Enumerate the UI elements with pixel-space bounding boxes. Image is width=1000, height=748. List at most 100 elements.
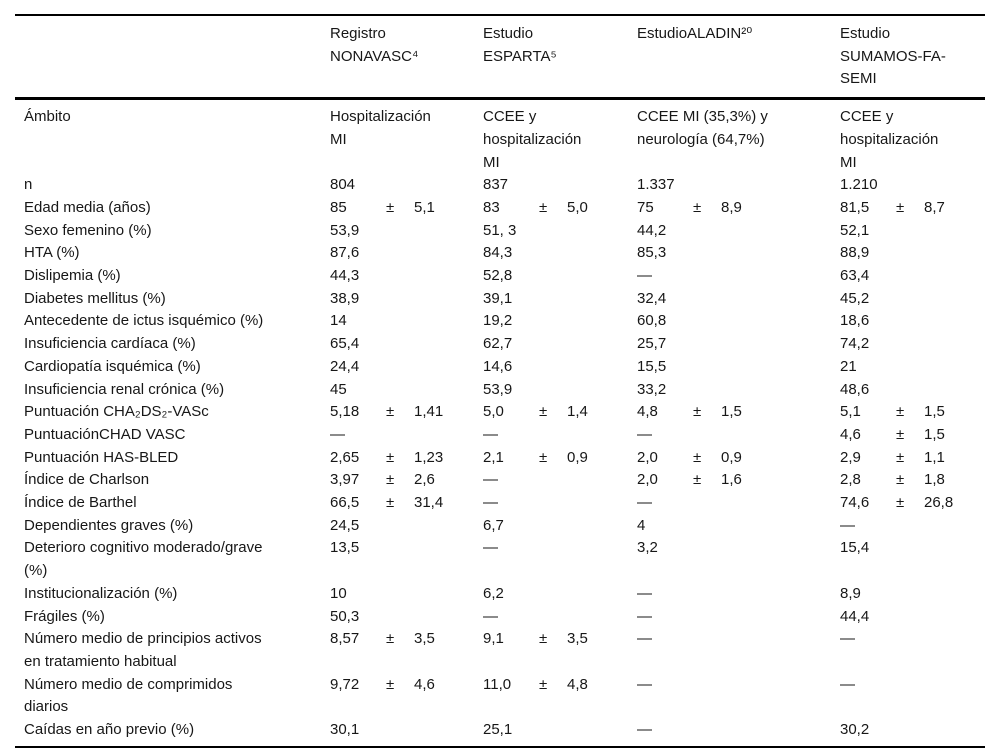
cell: CCEE y hospitalización MI bbox=[840, 108, 939, 171]
table-row: Ámbito Hospitalización MI CCEE y hospita… bbox=[24, 106, 985, 174]
cell: 62,7 bbox=[483, 335, 513, 353]
plus-minus-sign: ± bbox=[693, 403, 702, 421]
cell: — bbox=[637, 721, 652, 739]
cell: 39,1 bbox=[483, 289, 513, 307]
row-label: n bbox=[24, 176, 33, 194]
cell: 85,3 bbox=[637, 244, 667, 262]
mean-value: 2,0 bbox=[637, 471, 658, 489]
column-header-estudio-sumamos-fa-semi: Estudio SUMAMOS-FA-SEMI bbox=[840, 25, 946, 88]
row-label: Dislipemia (%) bbox=[24, 267, 121, 285]
sd-value: 4,6 bbox=[414, 675, 435, 693]
cell: 66,5 ±31,4 bbox=[330, 492, 483, 515]
cell: 30,2 bbox=[840, 721, 870, 739]
cell: 24,4 bbox=[330, 357, 360, 375]
plus-minus-sign: ± bbox=[386, 448, 395, 466]
plus-minus-sign: ± bbox=[539, 403, 548, 421]
cell: — bbox=[637, 630, 652, 648]
comparison-table: Registro NONAVASC⁴ Estudio ESPARTA⁵ Estu… bbox=[15, 14, 985, 748]
cell: — bbox=[840, 675, 855, 693]
row-label: Índice de Charlson bbox=[24, 471, 150, 489]
table-row: Edad media (años) 85 ±5,1 83 ±5,0 75 ±8,9 8… bbox=[24, 197, 985, 220]
row-label: Insuficiencia cardíaca (%) bbox=[24, 335, 196, 353]
mean-value: 11,0 bbox=[483, 675, 512, 693]
sd-value: 1,1 bbox=[924, 448, 945, 466]
mean-value: 5,0 bbox=[483, 403, 504, 421]
column-header-registro-nonavasc: Registro NONAVASC⁴ bbox=[330, 25, 419, 65]
mean-value: 2,0 bbox=[637, 448, 658, 466]
sd-value: 5,0 bbox=[567, 198, 588, 216]
cell: 9,72 ±4,6 bbox=[330, 674, 483, 697]
row-label: Sexo femenino (%) bbox=[24, 221, 152, 239]
plus-minus-sign: ± bbox=[386, 630, 395, 648]
sd-value: 3,5 bbox=[567, 630, 588, 648]
row-label: Institucionalización (%) bbox=[24, 584, 178, 602]
cell: 3,2 bbox=[637, 539, 658, 557]
table-row: Puntuación HAS-BLED 2,65 ±1,23 2,1 ±0,9 2,… bbox=[24, 447, 985, 470]
cell: 60,8 bbox=[637, 312, 667, 330]
sd-value: 1,5 bbox=[924, 425, 945, 443]
cell: 4,6 ±1,5 bbox=[840, 424, 985, 447]
sd-value: 31,4 bbox=[414, 494, 444, 512]
cell: — bbox=[637, 494, 652, 512]
cell: — bbox=[483, 494, 498, 512]
row-label: Índice de Barthel bbox=[24, 494, 137, 512]
cell: 84,3 bbox=[483, 244, 513, 262]
cell: 5,18 ±1,41 bbox=[330, 401, 483, 424]
cell: — bbox=[637, 675, 652, 693]
row-label: Puntuación HAS-BLED bbox=[24, 448, 179, 466]
cell: 2,0 ±0,9 bbox=[637, 447, 840, 470]
cell: 83 ±5,0 bbox=[483, 197, 637, 220]
cell: — bbox=[637, 584, 652, 602]
mean-value: 83 bbox=[483, 198, 500, 216]
row-label: Puntuación CHA₂DS₂-VASc bbox=[24, 403, 209, 421]
sd-value: 4,8 bbox=[567, 675, 588, 693]
table-row: Cardiopatía isquémica (%) 24,4 14,6 15,5… bbox=[24, 356, 985, 379]
cell: 14 bbox=[330, 312, 347, 330]
cell: — bbox=[637, 607, 652, 625]
cell: 18,6 bbox=[840, 312, 870, 330]
mean-value: 2,65 bbox=[330, 448, 360, 466]
cell: 5,1 ±1,5 bbox=[840, 401, 985, 424]
column-header-estudio-aladin: EstudioALADIN²⁰ bbox=[637, 25, 753, 42]
cell: 51, 3 bbox=[483, 221, 517, 239]
cell: 15,4 bbox=[840, 539, 870, 557]
cell: 63,4 bbox=[840, 267, 870, 285]
sd-value: 1,41 bbox=[414, 403, 444, 421]
sd-value: 8,9 bbox=[721, 198, 742, 216]
row-label: Diabetes mellitus (%) bbox=[24, 289, 166, 307]
cell: 87,6 bbox=[330, 244, 360, 262]
plus-minus-sign: ± bbox=[386, 471, 395, 489]
cell: 1.210 bbox=[840, 176, 878, 194]
cell: 81,5 ±8,7 bbox=[840, 197, 985, 220]
plus-minus-sign: ± bbox=[896, 403, 905, 421]
table-row: Antecedente de ictus isquémico (%) 14 19… bbox=[24, 310, 985, 333]
cell: 74,2 bbox=[840, 335, 870, 353]
cell: 32,4 bbox=[637, 289, 667, 307]
plus-minus-sign: ± bbox=[896, 448, 905, 466]
cell: 6,7 bbox=[483, 516, 504, 534]
table-row: Puntuación CHA₂DS₂-VASc 5,18 ±1,41 5,0 ±1,… bbox=[24, 401, 985, 424]
plus-minus-sign: ± bbox=[539, 448, 548, 466]
cell: 75 ±8,9 bbox=[637, 197, 840, 220]
mean-value: 5,1 bbox=[840, 403, 861, 421]
mean-value: 81,5 bbox=[840, 198, 870, 216]
mean-value: 66,5 bbox=[330, 494, 360, 512]
cell: 50,3 bbox=[330, 607, 360, 625]
row-label: PuntuaciónCHAD VASC bbox=[24, 425, 186, 443]
table-row: Insuficiencia renal crónica (%) 45 53,9 … bbox=[24, 379, 985, 402]
sd-value: 26,8 bbox=[924, 494, 954, 512]
sd-value: 3,5 bbox=[414, 630, 435, 648]
cell: 44,4 bbox=[840, 607, 870, 625]
sd-value: 1,8 bbox=[924, 471, 945, 489]
cell: — bbox=[637, 267, 652, 285]
cell: 804 bbox=[330, 176, 356, 194]
cell: 2,65 ±1,23 bbox=[330, 447, 483, 470]
plus-minus-sign: ± bbox=[693, 448, 702, 466]
cell: 8,9 bbox=[840, 584, 861, 602]
plus-minus-sign: ± bbox=[386, 198, 395, 216]
cell: 1.337 bbox=[637, 176, 675, 194]
cell: 45 bbox=[330, 380, 347, 398]
plus-minus-sign: ± bbox=[539, 630, 548, 648]
table-row: PuntuaciónCHAD VASC — — — 4,6 ±1,5 bbox=[24, 424, 985, 447]
cell: 24,5 bbox=[330, 516, 360, 534]
